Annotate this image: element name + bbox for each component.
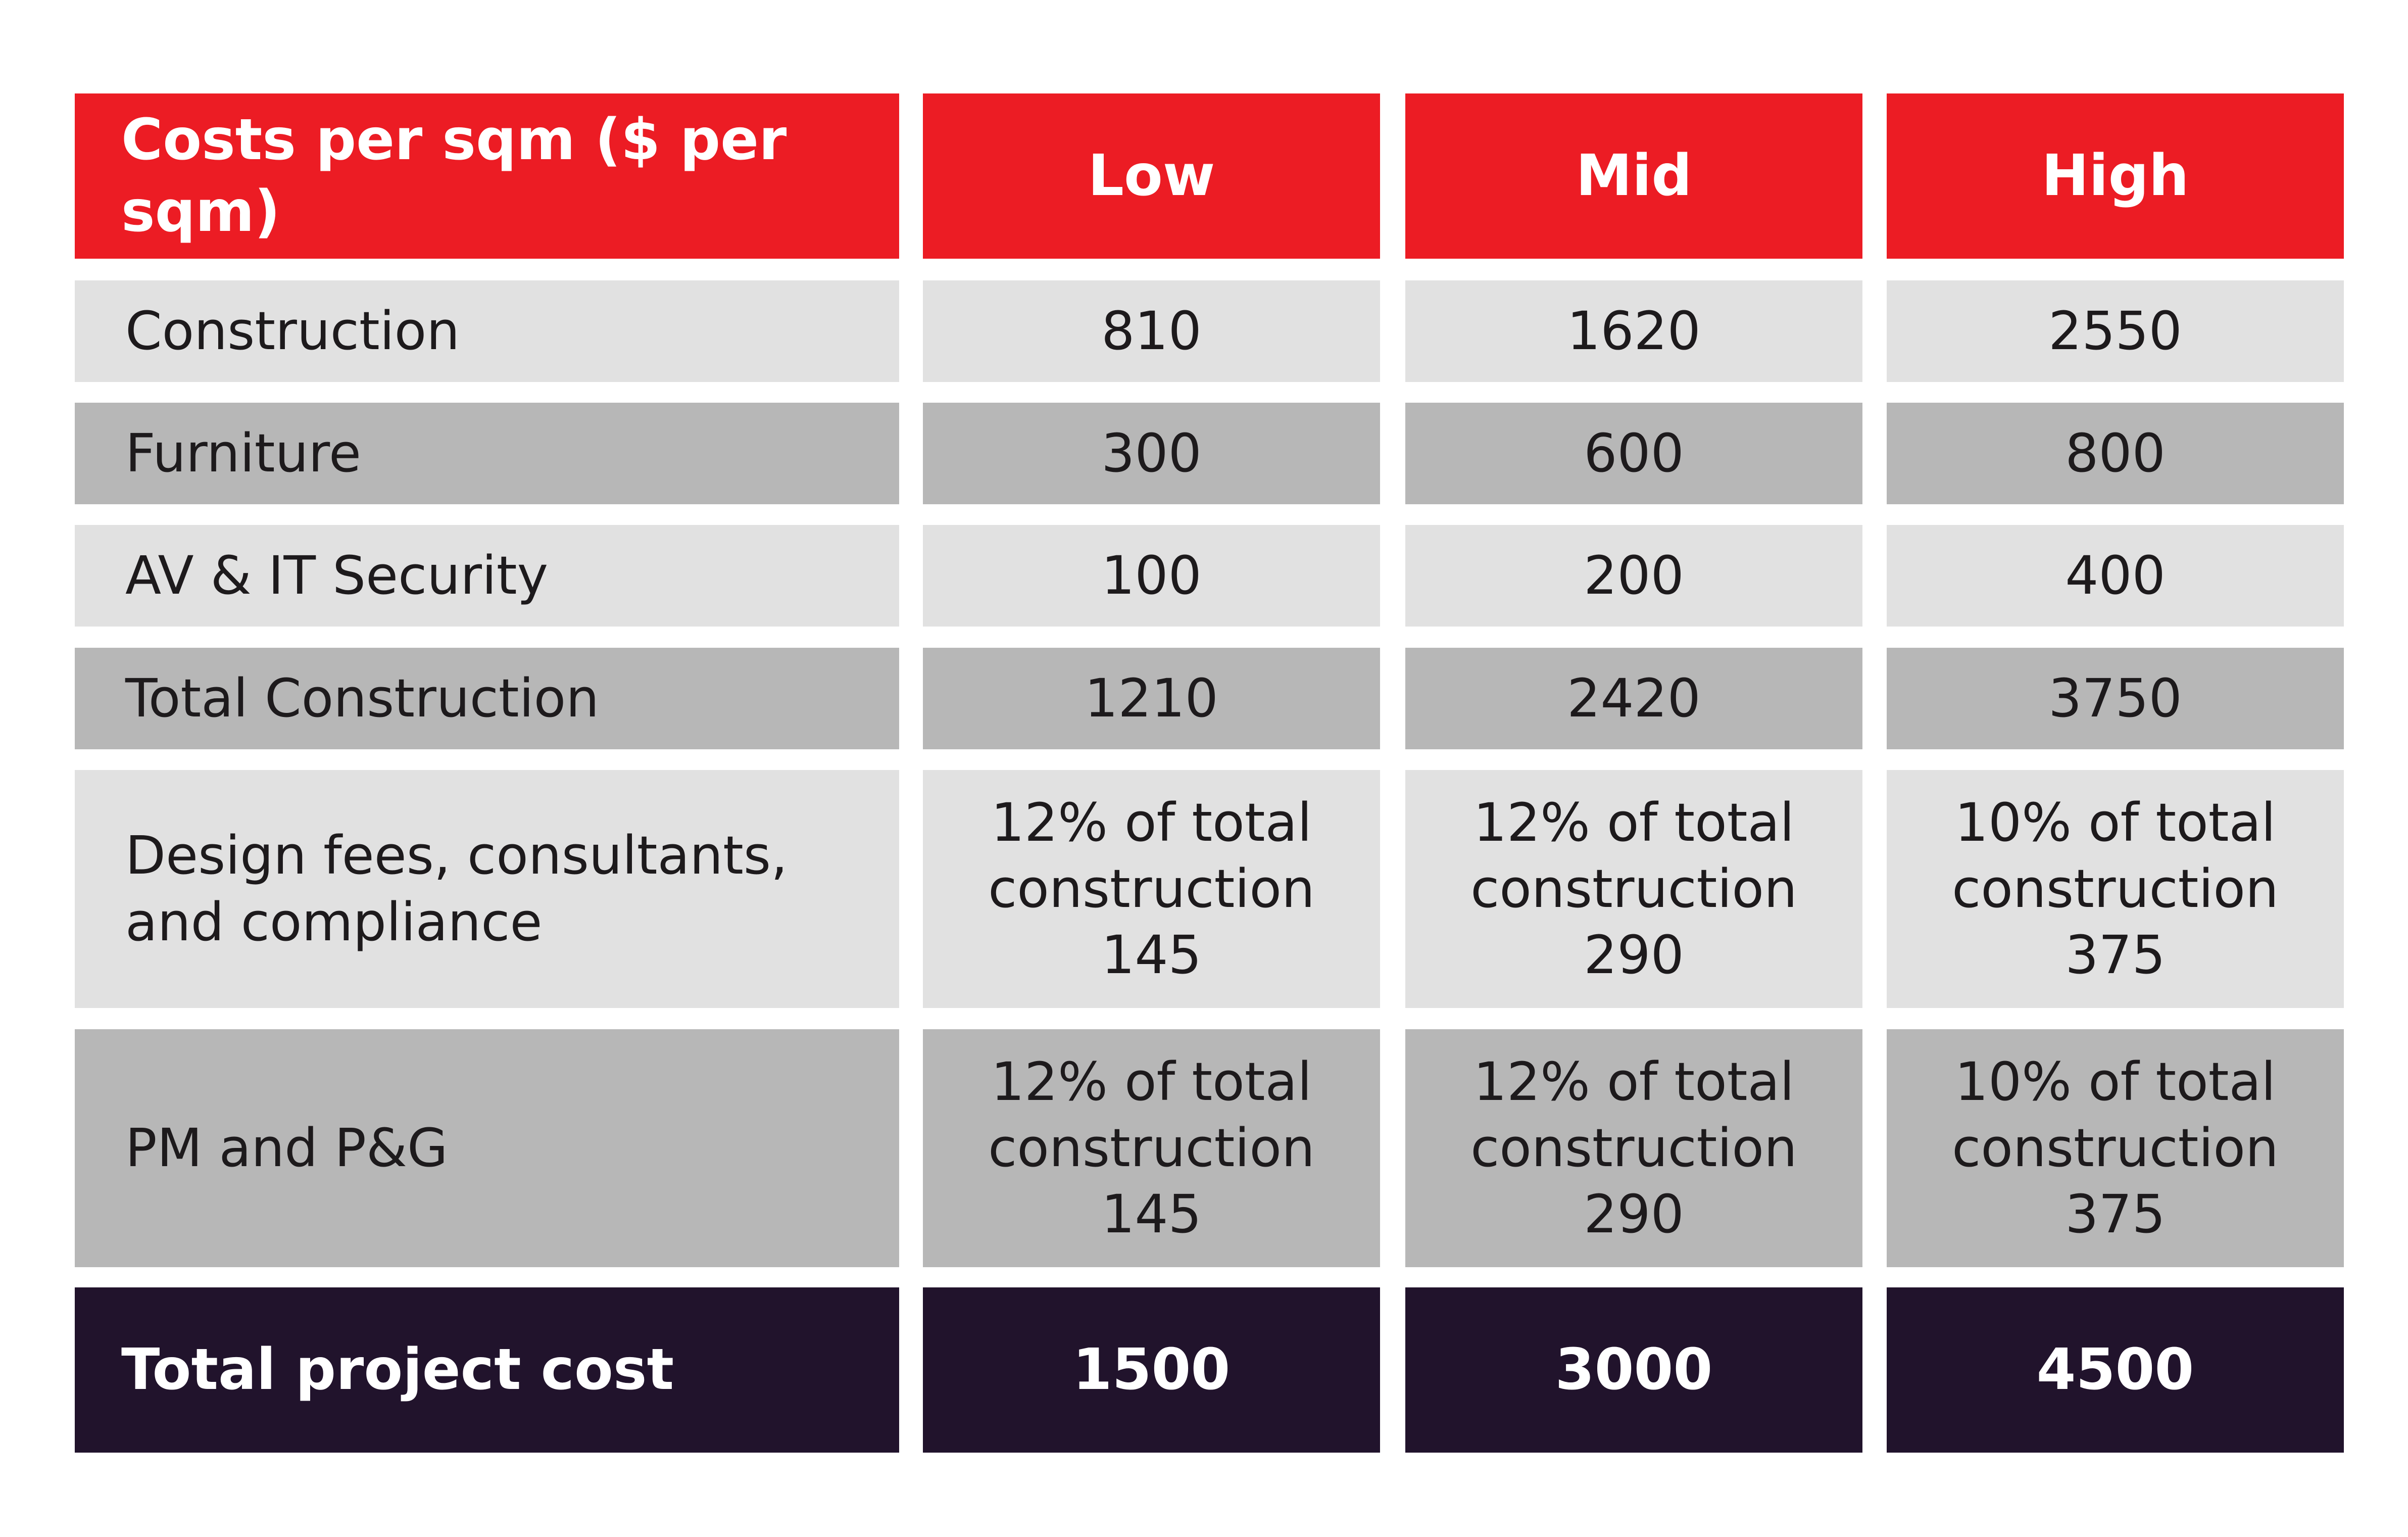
- table-cell: 810: [923, 280, 1380, 382]
- total-cell-line: 1500: [1072, 1336, 1231, 1403]
- table-cell: 12% of total construction 145: [923, 770, 1380, 1008]
- table-cell-line: 12% of total: [1473, 791, 1795, 853]
- table-cell-line: 200: [1584, 544, 1684, 606]
- table-cell-line: 3750: [2048, 667, 2182, 729]
- table-cell: 3750: [1887, 648, 2344, 749]
- table-cell: 300: [923, 403, 1380, 504]
- total-row-label: Total project cost: [75, 1287, 899, 1453]
- table-cell-line: 100: [1101, 544, 1202, 606]
- row-label-line: Construction: [125, 300, 460, 362]
- table-cell-line: 145: [1101, 924, 1202, 986]
- table-cell: 12% of total construction 290: [1405, 1029, 1862, 1267]
- table-cell-line: construction: [988, 857, 1315, 920]
- table-cell-line: 1210: [1085, 667, 1218, 729]
- table-cell: 2420: [1405, 648, 1862, 749]
- table-cell-line: 12% of total: [1473, 1050, 1795, 1113]
- table-cell: 12% of total construction 290: [1405, 770, 1862, 1008]
- table-cell-line: 2550: [2048, 300, 2182, 362]
- row-label: Design fees, consultants, and compliance: [75, 770, 899, 1008]
- header-column-mid: Mid: [1405, 93, 1862, 259]
- table-cell-line: 2420: [1567, 667, 1701, 729]
- table-cell-line: 400: [2065, 544, 2166, 606]
- table-cell-line: construction: [1952, 857, 2279, 920]
- row-label: Total Construction: [75, 648, 899, 749]
- row-label-line: Furniture: [125, 422, 361, 484]
- table-cell-line: construction: [988, 1117, 1315, 1179]
- table-cell-line: 290: [1584, 924, 1684, 986]
- table-cell-line: 300: [1101, 422, 1202, 484]
- table-cell-line: construction: [1952, 1117, 2279, 1179]
- table-cell-line: 145: [1101, 1183, 1202, 1245]
- table-cell-line: 10% of total: [1954, 1050, 2276, 1113]
- table-cell-line: construction: [1470, 1117, 1797, 1179]
- table-cell: 1620: [1405, 280, 1862, 382]
- row-label: Furniture: [75, 403, 899, 504]
- total-cell: 1500: [923, 1287, 1380, 1453]
- table-cell-line: 1620: [1567, 300, 1701, 362]
- total-row-label-line: Total project cost: [121, 1336, 674, 1403]
- total-cell-line: 4500: [2036, 1336, 2194, 1403]
- total-cell: 4500: [1887, 1287, 2344, 1453]
- row-label: AV & IT Security: [75, 525, 899, 627]
- row-label-line: AV & IT Security: [125, 544, 549, 606]
- row-label: Construction: [75, 280, 899, 382]
- table-cell-line: 12% of total: [991, 1050, 1312, 1113]
- row-label-line: PM and P&G: [125, 1117, 448, 1179]
- table-cell-line: 375: [2065, 1183, 2166, 1245]
- header-column-high: High: [1887, 93, 2344, 259]
- header-column-low: Low: [923, 93, 1380, 259]
- table-cell-line: 810: [1101, 300, 1202, 362]
- table-cell-line: 12% of total: [991, 791, 1312, 853]
- row-label-line: Total Construction: [125, 667, 600, 729]
- table-cell: 800: [1887, 403, 2344, 504]
- table-cell-line: 10% of total: [1954, 791, 2276, 853]
- table-cell: 400: [1887, 525, 2344, 627]
- row-label: PM and P&G: [75, 1029, 899, 1267]
- table-cell: 1210: [923, 648, 1380, 749]
- table-cell: 10% of total construction 375: [1887, 1029, 2344, 1267]
- row-label-line: and compliance: [125, 891, 543, 953]
- table-cell-line: 375: [2065, 924, 2166, 986]
- table-cell: 600: [1405, 403, 1862, 504]
- table-cell: 200: [1405, 525, 1862, 627]
- table-cell: 12% of total construction 145: [923, 1029, 1380, 1267]
- row-label-line: Design fees, consultants,: [125, 825, 788, 887]
- total-cell-line: 3000: [1555, 1336, 1713, 1403]
- table-cell-line: 290: [1584, 1183, 1684, 1245]
- table-cell-line: construction: [1470, 857, 1797, 920]
- total-cell: 3000: [1405, 1287, 1862, 1453]
- table-cell-line: 800: [2065, 422, 2166, 484]
- table-cell-line: 600: [1584, 422, 1684, 484]
- table-cell: 2550: [1887, 280, 2344, 382]
- table-cell: 10% of total construction 375: [1887, 770, 2344, 1008]
- table-cell: 100: [923, 525, 1380, 627]
- header-row-label: Costs per sqm ($ per sqm): [75, 93, 899, 259]
